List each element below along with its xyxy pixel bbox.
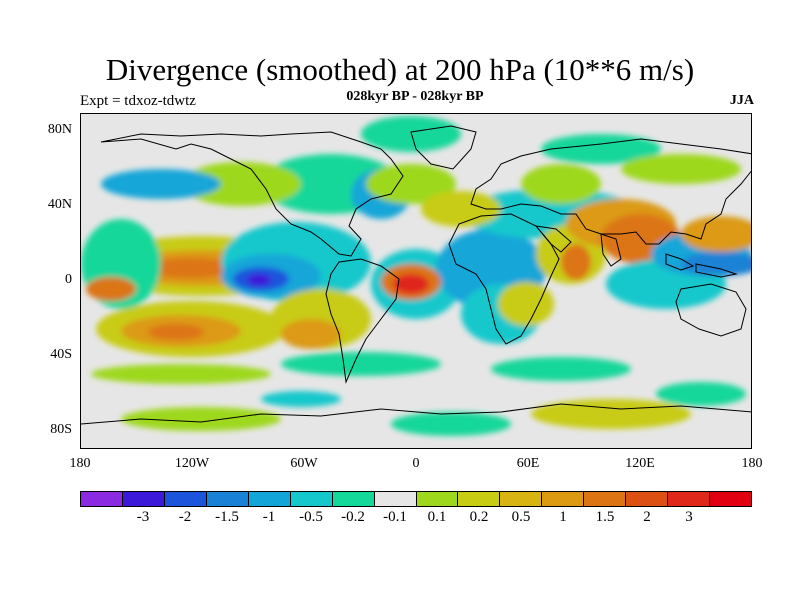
lat-label-40n: 40N <box>47 197 72 212</box>
colorbar-label: -3 <box>136 509 150 525</box>
colorbar-swatch <box>81 492 123 506</box>
lat-label-40s: 40S <box>50 347 72 362</box>
lon-label-60w: 60W <box>290 456 318 471</box>
colorbar-swatch <box>668 492 711 506</box>
season-label: JJA <box>729 93 754 108</box>
divergence-map <box>80 113 752 449</box>
colorbar-swatch <box>458 492 501 506</box>
colorbar-swatch <box>164 492 207 506</box>
lon-label-180e: 180 <box>741 456 763 471</box>
colorbar-label: -1 <box>262 509 276 525</box>
colorbar-label: -0.5 <box>299 509 323 525</box>
experiment-label: Expt = tdxoz-tdwtz <box>80 93 196 109</box>
map-canvas <box>81 114 751 448</box>
colorbar-label: -2 <box>178 509 192 525</box>
colorbar-label: 3 <box>685 509 693 525</box>
colorbar <box>80 491 752 507</box>
colorbar-swatch <box>584 492 627 506</box>
colorbar-swatch <box>626 492 669 506</box>
lon-label-180w: 180 <box>69 456 91 471</box>
contour-fills <box>81 116 751 436</box>
colorbar-swatch <box>122 492 165 506</box>
colorbar-swatch <box>542 492 585 506</box>
colorbar-swatch <box>290 492 333 506</box>
colorbar-label: -0.1 <box>383 509 407 525</box>
colorbar-swatch <box>248 492 291 506</box>
colorbar-swatch <box>332 492 375 506</box>
lat-label-80s: 80S <box>50 422 72 437</box>
colorbar-label: 0.5 <box>511 509 531 525</box>
lon-label-0: 0 <box>412 456 420 471</box>
colorbar-swatch <box>500 492 543 506</box>
colorbar-label: -0.2 <box>341 509 365 525</box>
colorbar-swatch <box>416 492 459 506</box>
lon-label-60e: 60E <box>516 456 540 471</box>
lat-label-eq: 0 <box>65 272 72 287</box>
colorbar-label: 1.5 <box>595 509 615 525</box>
lat-label-80n: 80N <box>47 122 72 137</box>
colorbar-swatch <box>710 492 751 506</box>
colorbar-swatch <box>206 492 249 506</box>
chart-subtitle: 028kyr BP - 028kyr BP <box>346 89 484 104</box>
colorbar-label: 0.2 <box>469 509 489 525</box>
colorbar-swatch <box>374 492 417 506</box>
lon-label-120e: 120E <box>625 456 655 471</box>
colorbar-label: -1.5 <box>215 509 239 525</box>
chart-title: Divergence (smoothed) at 200 hPa (10**6 … <box>105 52 695 87</box>
lon-label-120w: 120W <box>174 456 210 471</box>
colorbar-label: 2 <box>643 509 651 525</box>
colorbar-label: 0.1 <box>427 509 447 525</box>
colorbar-label: 1 <box>559 509 567 525</box>
coastlines <box>81 125 751 425</box>
